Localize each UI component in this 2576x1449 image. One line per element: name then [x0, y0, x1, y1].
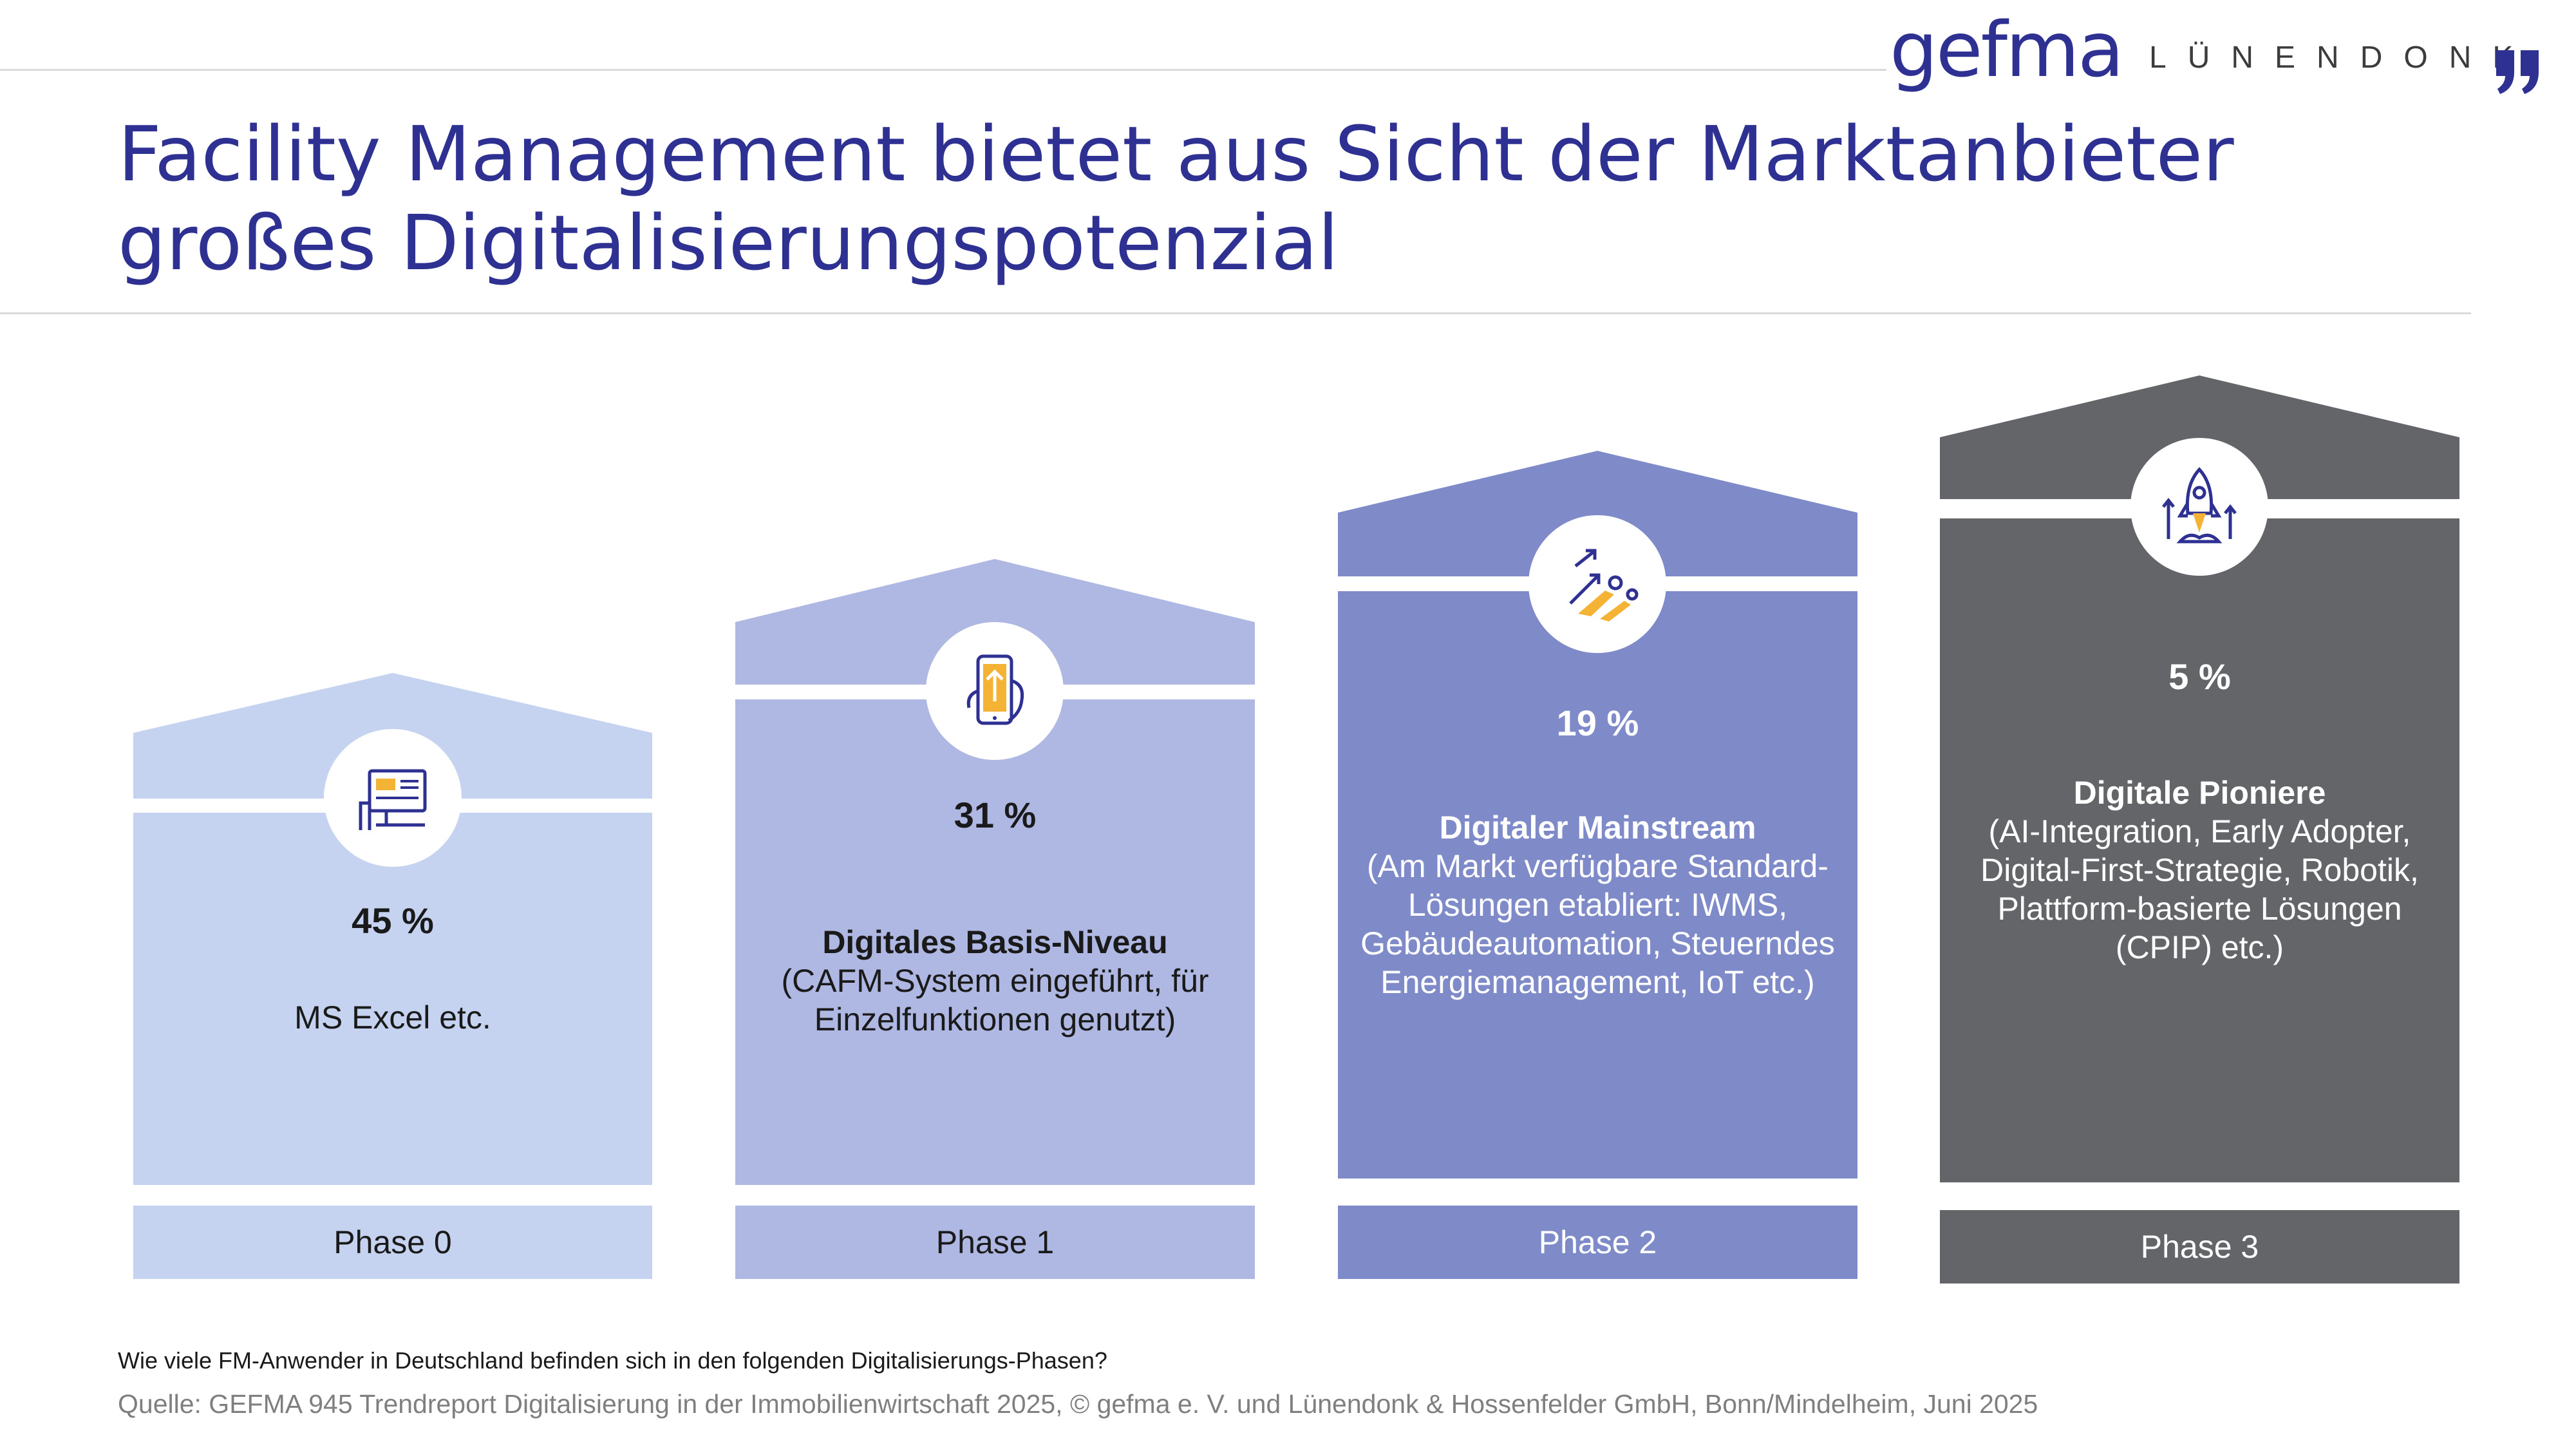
- phase-0-percent: 45 %: [352, 900, 434, 941]
- phase-3-desc-line: Digital-First-Strategie, Robotik,: [1980, 852, 2419, 888]
- phase-2-desc-line: (Am Markt verfügbare Standard-: [1367, 848, 1829, 884]
- quote-mark-icon: [2494, 50, 2543, 97]
- phase-1-label: Phase 1: [735, 1206, 1255, 1279]
- phase-3-desc-line: (AI-Integration, Early Adopter,: [1988, 813, 2411, 849]
- phase-1-description: Digitales Basis-Niveau (CAFM-System eing…: [748, 923, 1242, 1039]
- phase-1-desc-line: Einzelfunktionen genutzt): [814, 1001, 1176, 1037]
- phase-2-desc-line: Gebäudeautomation, Steuerndes: [1360, 925, 1835, 961]
- rocket-icon: [2130, 438, 2268, 576]
- phase-1-house: 31 % Digitales Basis-Niveau (CAFM-System…: [735, 559, 1255, 1185]
- title-line-2: großes Digitalisierungspotenzial: [118, 198, 1339, 287]
- phase-2-title: Digitaler Mainstream: [1439, 810, 1756, 846]
- gefma-logo: gefma: [1890, 5, 2124, 94]
- phase-3-roof: [1940, 375, 2459, 499]
- phase-0-body: [133, 813, 652, 1185]
- phase-0-label: Phase 0: [133, 1206, 652, 1279]
- header-rule-bottom: [0, 312, 2471, 314]
- title-line-1: Facility Management bietet aus Sicht der…: [118, 109, 2234, 198]
- phase-3-description: Digitale Pioniere (AI-Integration, Early…: [1953, 773, 2447, 967]
- phase-3-body: [1940, 518, 2459, 1182]
- phase-1-title: Digitales Basis-Niveau: [822, 924, 1168, 960]
- header-rule-top: [0, 69, 1886, 71]
- phase-2-percent: 19 %: [1556, 703, 1639, 743]
- phase-3-desc-line: Plattform-basierte Lösungen: [1997, 891, 2402, 927]
- phase-3-percent: 5 %: [2168, 656, 2231, 697]
- phase-2-description: Digitaler Mainstream (Am Markt verfügbar…: [1351, 808, 1845, 1001]
- phase-3-house: 5 % Digitale Pioniere (AI-Integration, E…: [1940, 375, 2459, 1182]
- survey-question: Wie viele FM-Anwender in Deutschland bef…: [118, 1347, 1107, 1374]
- phase-1-body: [735, 699, 1255, 1185]
- phase-2-roof: [1338, 451, 1857, 576]
- phase-3-label: Phase 3: [1940, 1210, 2459, 1283]
- phase-0-house: 45 % MS Excel etc.: [133, 673, 652, 1185]
- phase-2-house: 19 % Digitaler Mainstream (Am Markt verf…: [1338, 451, 1857, 1179]
- luenendonk-logo: LÜNENDONK: [2149, 41, 2535, 75]
- phase-1-roof: [735, 559, 1255, 685]
- computer-screen-icon: [324, 729, 462, 867]
- phase-1-percent: 31 %: [954, 795, 1037, 835]
- phase-2-desc-line: Lösungen etabliert: IWMS,: [1407, 887, 1788, 923]
- phase-2-desc-line: Energiemanagement, IoT etc.): [1380, 964, 1815, 1000]
- flying-people-arrows-icon: [1528, 515, 1666, 653]
- source-note: Quelle: GEFMA 945 Trendreport Digitalisi…: [118, 1389, 2038, 1419]
- phase-0-desc-line: MS Excel etc.: [294, 999, 491, 1036]
- phase-3-desc-line: (CPIP) etc.): [2115, 929, 2284, 965]
- phase-0-description: MS Excel etc.: [146, 998, 639, 1037]
- phase-1-desc-line: (CAFM-System eingeführt, für: [781, 963, 1209, 999]
- phase-2-body: [1338, 591, 1857, 1179]
- page-title: Facility Management bietet aus Sicht der…: [118, 109, 2234, 287]
- phase-2-label: Phase 2: [1338, 1206, 1857, 1279]
- phase-3-title: Digitale Pioniere: [2073, 775, 2326, 811]
- smartphone-hand-icon: [926, 622, 1064, 760]
